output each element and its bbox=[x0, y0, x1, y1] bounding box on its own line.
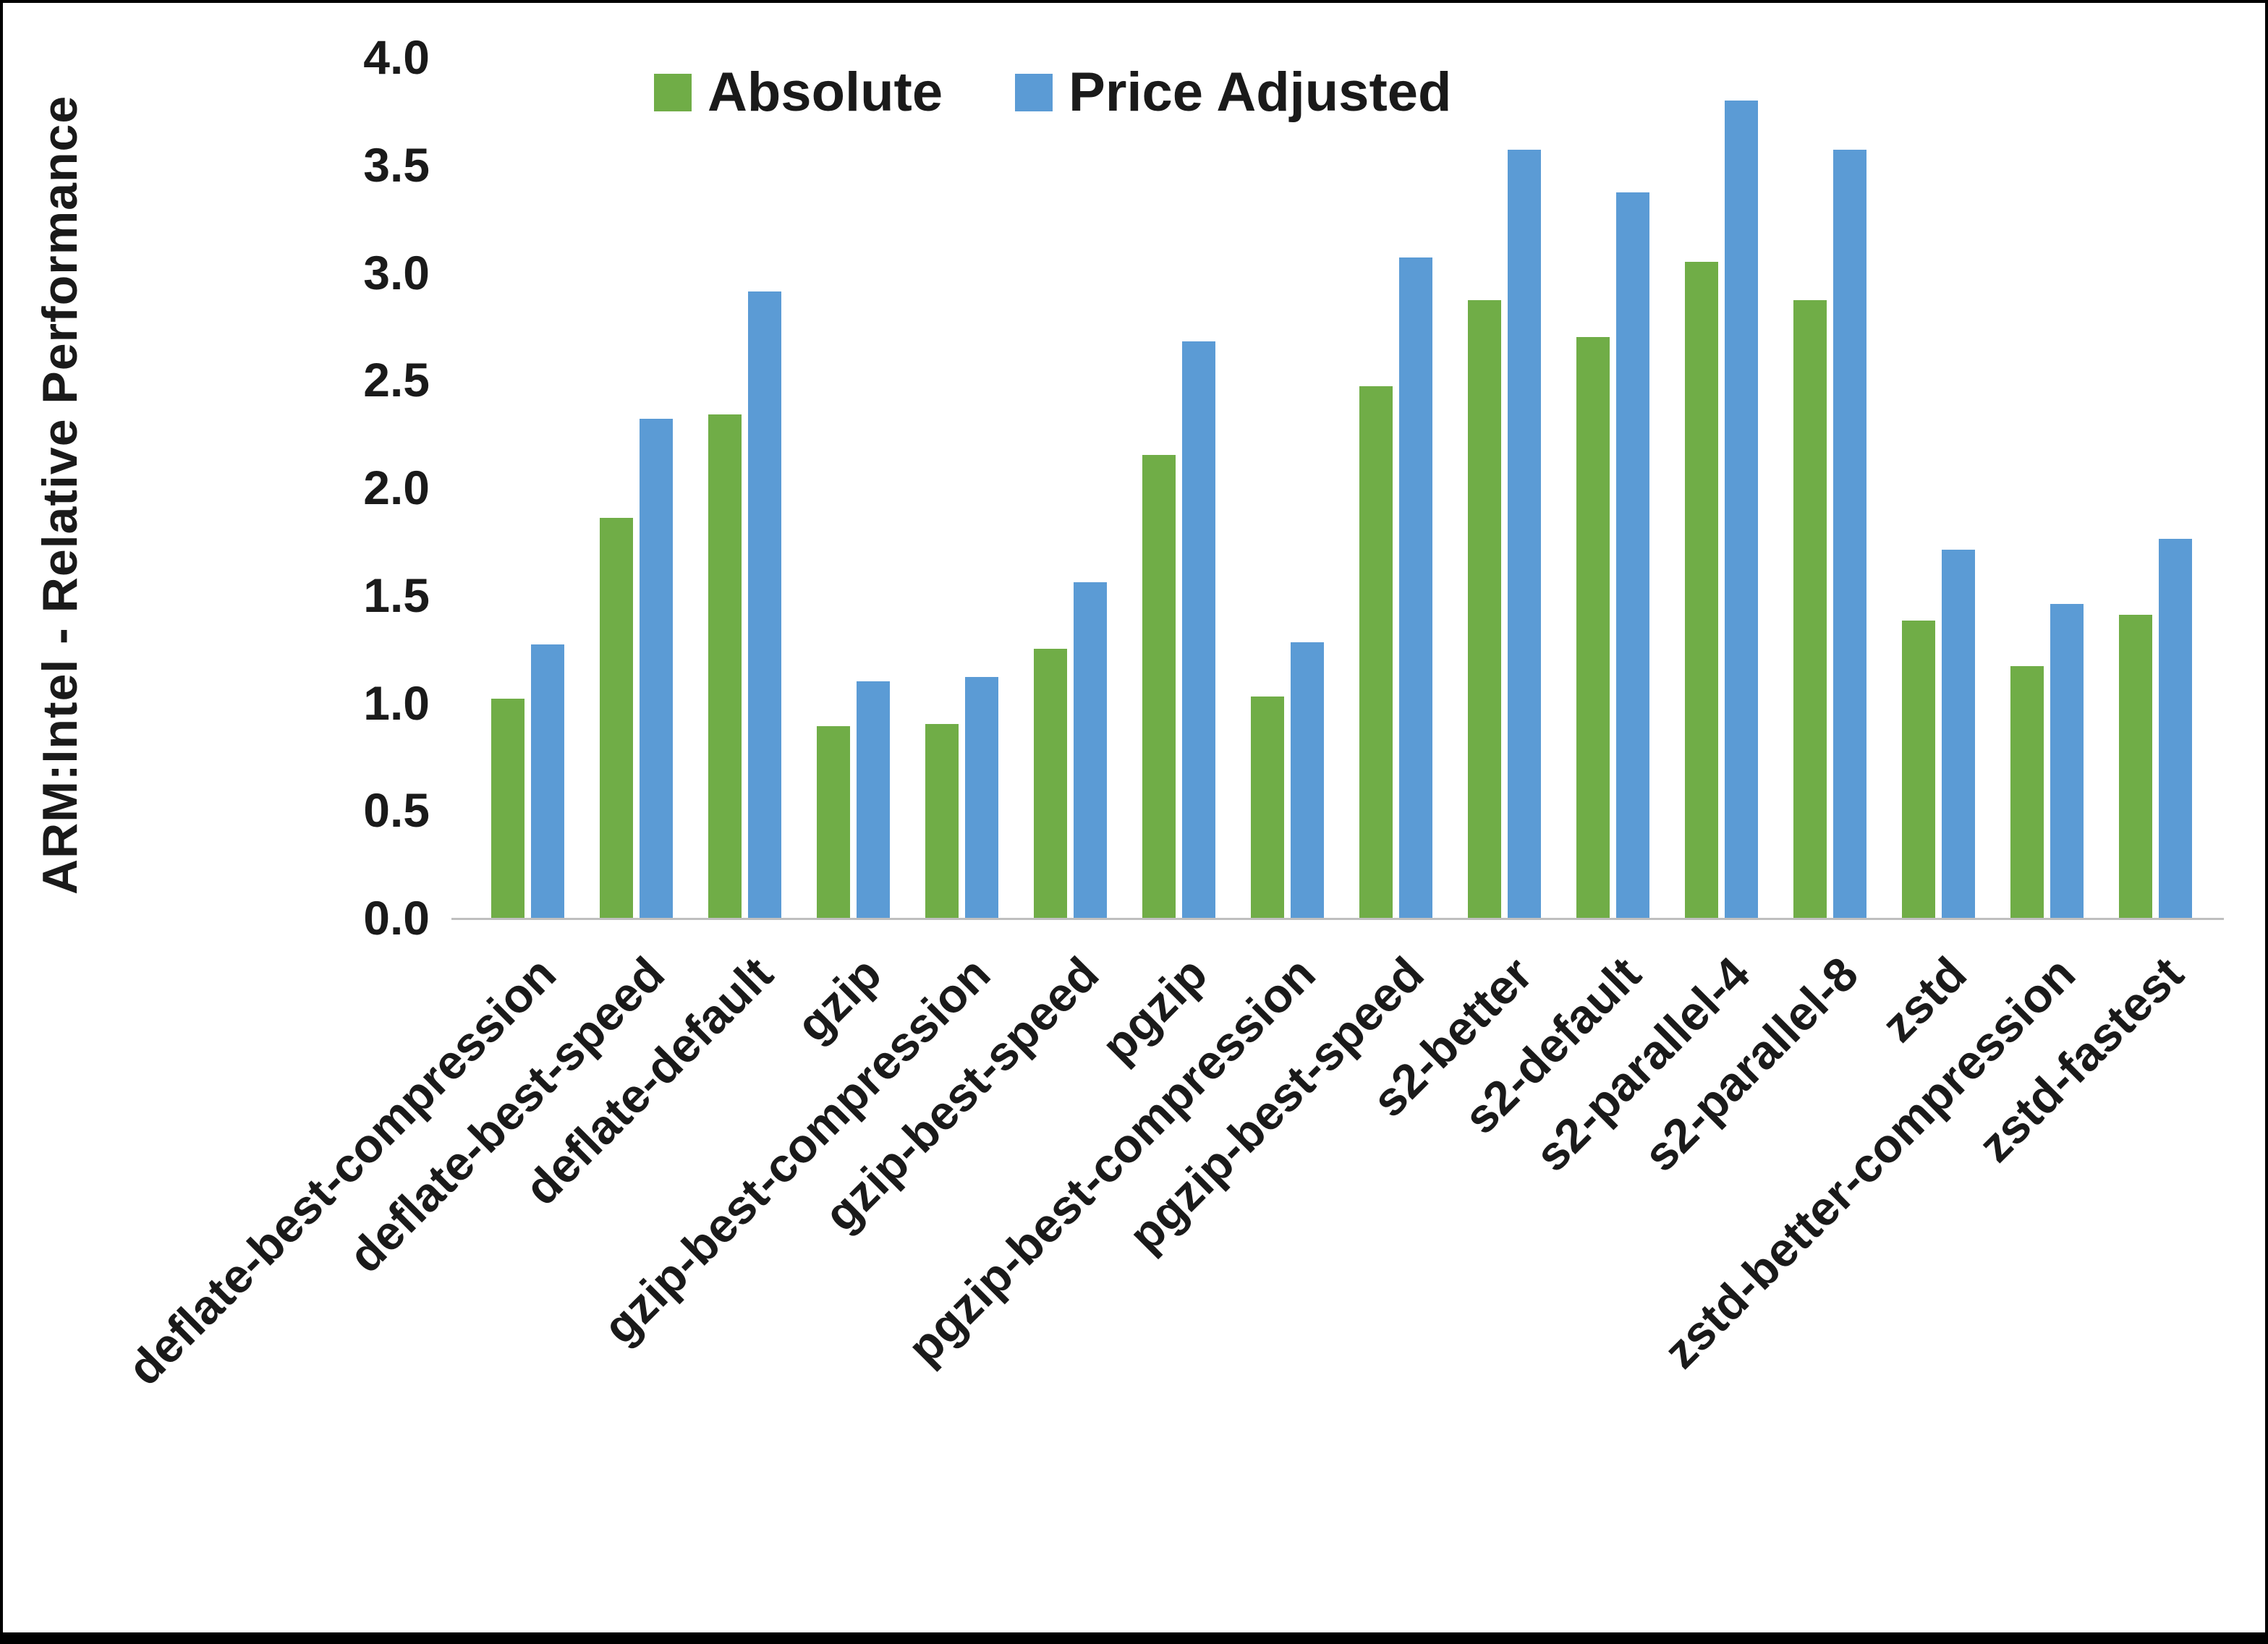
bar-price-adjusted bbox=[530, 644, 564, 918]
y-tick-label: 1.5 bbox=[363, 568, 430, 622]
legend-item-price-adjusted: Price Adjusted bbox=[1015, 61, 1451, 124]
bar-price-adjusted bbox=[1615, 192, 1649, 918]
x-axis-category-labels: deflate-best-compression deflate-best-spe… bbox=[117, 936, 2209, 1609]
bar-price-adjusted bbox=[1181, 341, 1215, 918]
bar-absolute bbox=[1793, 300, 1827, 918]
bar-group bbox=[1233, 57, 1341, 918]
bar-group bbox=[690, 57, 799, 918]
bar-group bbox=[907, 57, 1016, 918]
bar-group bbox=[1558, 57, 1667, 918]
bar-absolute bbox=[2118, 614, 2152, 918]
bar-absolute bbox=[708, 414, 742, 918]
x-axis-line bbox=[451, 918, 2224, 920]
bar-absolute bbox=[599, 517, 633, 918]
legend-swatch-absolute-icon bbox=[654, 73, 692, 111]
bar-absolute bbox=[925, 724, 959, 918]
bar-price-adjusted bbox=[1073, 582, 1107, 918]
y-tick-label: 3.0 bbox=[363, 245, 430, 299]
bar-absolute bbox=[1250, 696, 1284, 918]
legend-swatch-price-adjusted-icon bbox=[1015, 73, 1053, 111]
bar-group bbox=[2101, 57, 2209, 918]
bar-price-adjusted bbox=[1398, 257, 1432, 918]
bar-absolute bbox=[1576, 336, 1610, 918]
legend-item-absolute: Absolute bbox=[654, 61, 943, 124]
y-tick-label: 2.5 bbox=[363, 353, 430, 407]
bar-price-adjusted bbox=[1724, 100, 1758, 918]
bar-price-adjusted bbox=[856, 681, 890, 918]
bar-price-adjusted bbox=[1832, 149, 1866, 918]
y-tick-label: 4.0 bbox=[363, 30, 430, 84]
bar-absolute bbox=[1033, 649, 1067, 918]
bar-price-adjusted bbox=[1290, 642, 1324, 918]
legend: Absolute Price Adjusted bbox=[654, 61, 1451, 124]
bar-price-adjusted bbox=[964, 676, 998, 918]
y-axis-tick-labels: 4.0 3.5 3.0 2.5 2.0 1.5 1.0 0.5 0.0 bbox=[263, 30, 430, 945]
bar-absolute bbox=[1901, 621, 1935, 918]
bar-group bbox=[1450, 57, 1558, 918]
bar-price-adjusted bbox=[747, 291, 781, 918]
bar-group bbox=[582, 57, 690, 918]
y-tick-label: 0.5 bbox=[363, 783, 430, 838]
bar-group bbox=[1016, 57, 1124, 918]
bar-absolute bbox=[1684, 261, 1718, 918]
y-axis-title: ARM:Intel - Relative Performance bbox=[33, 95, 88, 895]
y-tick-label: 2.0 bbox=[363, 461, 430, 514]
y-tick-label: 0.0 bbox=[363, 891, 430, 945]
bar-absolute bbox=[2010, 665, 2044, 918]
legend-label-absolute: Absolute bbox=[708, 61, 943, 123]
bar-group bbox=[473, 57, 582, 918]
bar-absolute bbox=[1359, 386, 1393, 918]
bar-absolute bbox=[490, 698, 524, 918]
y-tick-label: 3.5 bbox=[363, 137, 430, 192]
bar-price-adjusted bbox=[2158, 539, 2192, 918]
legend-label-price-adjusted: Price Adjusted bbox=[1069, 61, 1452, 123]
bar-group bbox=[799, 57, 907, 918]
bar-absolute bbox=[1467, 300, 1501, 918]
bar-group bbox=[1884, 57, 1992, 918]
bar-price-adjusted bbox=[1941, 550, 1975, 918]
bar-absolute bbox=[1142, 455, 1176, 918]
bar-group bbox=[1124, 57, 1233, 918]
bar-price-adjusted bbox=[639, 418, 673, 918]
bar-price-adjusted bbox=[1507, 149, 1541, 918]
category-label: deflate-best-compression bbox=[116, 946, 566, 1395]
bar-price-adjusted bbox=[2050, 603, 2084, 918]
bar-group bbox=[1775, 57, 1884, 918]
bar-absolute bbox=[816, 726, 850, 918]
bar-group bbox=[1667, 57, 1775, 918]
bar-group bbox=[1341, 57, 1450, 918]
y-tick-label: 1.0 bbox=[363, 676, 430, 730]
plot-area bbox=[473, 57, 2209, 918]
bar-group bbox=[1992, 57, 2101, 918]
